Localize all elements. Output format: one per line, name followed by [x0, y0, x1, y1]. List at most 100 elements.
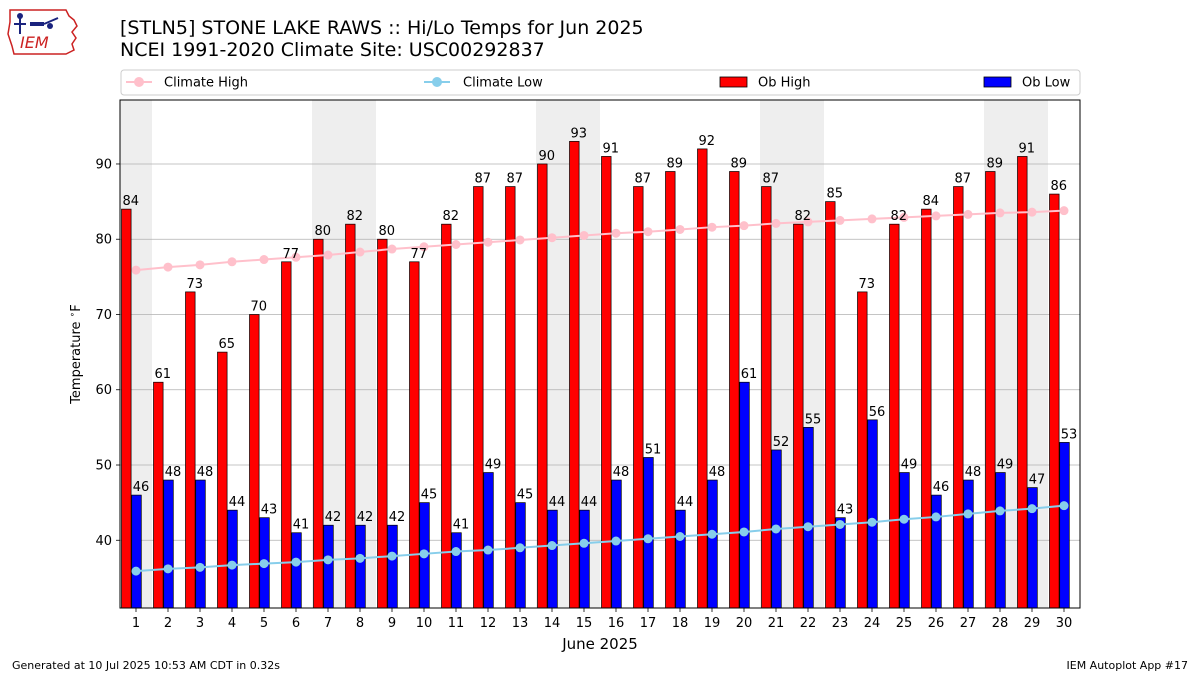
- climate-low-point-day-22: [803, 522, 813, 532]
- climate-low-point-day-21: [771, 524, 781, 534]
- ob-high-label-day-4: 65: [219, 337, 236, 352]
- climate-high-point-day-9: [387, 244, 397, 254]
- ob-low-bar-day-28: [995, 472, 1006, 609]
- climate-high-point-day-27: [963, 209, 973, 219]
- x-tick-label-6: 6: [292, 616, 300, 631]
- ob-low-label-day-7: 42: [325, 510, 342, 525]
- x-tick-label-10: 10: [416, 616, 433, 631]
- ob-low-bar-day-25: [899, 472, 910, 609]
- y-axis-label-degree: ∘: [68, 312, 78, 318]
- x-tick-label-14: 14: [544, 616, 561, 631]
- climate-low-point-day-4: [227, 560, 237, 570]
- climate-high-point-day-13: [515, 235, 525, 245]
- climate-low-point-day-24: [867, 517, 877, 527]
- x-tick-label-17: 17: [640, 616, 657, 631]
- y-axis-label: Temperature ∘F: [68, 304, 84, 405]
- chart-subtitle: NCEI 1991-2020 Climate Site: USC00292837: [120, 39, 545, 61]
- legend-label-ob-low: Ob Low: [1022, 76, 1071, 91]
- ob-high-bar-day-3: [185, 291, 196, 609]
- climate-high-point-day-22: [803, 217, 813, 227]
- ob-high-label-day-10: 77: [411, 247, 428, 262]
- climate-low-point-day-12: [483, 545, 493, 555]
- ob-high-bar-day-30: [1049, 193, 1060, 609]
- climate-high-point-day-19: [707, 222, 717, 232]
- ob-low-bar-day-7: [323, 524, 334, 609]
- x-axis-ticks: 1 2 3 4 5 6 7 8 9 10 11 12 13 14 15 16 17 18 19 20 21 22 23 24 2…: [132, 608, 1072, 631]
- y-axis-ticks: 40 50 60 70 80 90: [95, 157, 120, 549]
- legend-label-climate-high: Climate High: [164, 76, 248, 91]
- climate-low-point-day-8: [355, 553, 365, 563]
- ob-high-label-day-23: 85: [827, 187, 844, 202]
- ob-low-bar-day-6: [291, 532, 302, 609]
- legend-label-climate-low: Climate Low: [463, 76, 543, 91]
- ob-high-bar-day-13: [505, 186, 516, 609]
- legend-item-ob-high: Ob High: [719, 76, 811, 91]
- ob-high-label-day-21: 87: [763, 172, 780, 187]
- ob-low-label-day-21: 52: [773, 435, 790, 450]
- ob-high-bar-day-18: [665, 171, 676, 609]
- climate-low-point-day-14: [547, 541, 557, 551]
- climate-low-point-day-3: [195, 562, 205, 572]
- bars: [121, 141, 1070, 609]
- ob-high-label-day-17: 87: [635, 172, 652, 187]
- y-tick-label-70: 70: [95, 308, 112, 323]
- ob-high-label-day-2: 61: [155, 367, 172, 382]
- ob-high-label-day-3: 73: [187, 277, 204, 292]
- legend-marker-climate-low: [432, 77, 442, 87]
- ob-high-label-day-20: 89: [731, 156, 748, 171]
- ob-low-label-day-13: 45: [517, 488, 534, 503]
- climate-low-point-day-26: [931, 512, 941, 522]
- ob-high-bar-day-17: [633, 186, 644, 609]
- ob-high-bar-day-20: [729, 171, 740, 609]
- x-tick-label-24: 24: [864, 616, 881, 631]
- climate-high-point-day-14: [547, 233, 557, 243]
- horizontal-gridlines: [120, 163, 1080, 541]
- bar-value-labels: 84 46 61 48 73 48 65 44 70 43 77 41 80 42 82 42 80 42 77 45…: [123, 126, 1078, 532]
- ob-low-bar-day-15: [579, 509, 590, 609]
- x-tick-label-15: 15: [576, 616, 593, 631]
- y-axis-label-text: Temperature: [69, 317, 84, 404]
- ob-low-label-day-2: 48: [165, 465, 182, 480]
- y-tick-label-50: 50: [95, 459, 112, 474]
- ob-high-label-day-18: 89: [667, 156, 684, 171]
- climate-low-point-day-1: [131, 566, 141, 576]
- climate-high-point-day-25: [899, 212, 909, 222]
- climate-low-point-day-17: [643, 534, 653, 544]
- legend-item-ob-low: Ob Low: [983, 76, 1071, 91]
- ob-low-label-day-5: 43: [261, 503, 278, 518]
- climate-high-point-day-21: [771, 218, 781, 228]
- legend-marker-climate-high: [134, 77, 144, 87]
- x-axis-label: June 2025: [561, 635, 638, 653]
- ob-high-label-day-19: 92: [699, 134, 716, 149]
- x-tick-label-21: 21: [768, 616, 785, 631]
- climate-high-point-day-28: [995, 208, 1005, 218]
- climate-high-point-day-12: [483, 237, 493, 247]
- ob-low-bar-day-18: [675, 509, 686, 609]
- ob-high-label-day-7: 80: [315, 224, 332, 239]
- x-tick-label-18: 18: [672, 616, 689, 631]
- climate-high-point-day-2: [163, 262, 173, 272]
- ob-high-bar-day-7: [313, 238, 324, 609]
- x-tick-label-8: 8: [356, 616, 364, 631]
- ob-low-label-day-18: 44: [677, 495, 694, 510]
- climate-high-line: [135, 209, 1065, 272]
- x-tick-label-1: 1: [132, 616, 140, 631]
- climate-low-point-day-15: [579, 538, 589, 548]
- ob-low-label-day-29: 47: [1029, 473, 1046, 488]
- ob-high-bar-day-29: [1017, 156, 1028, 609]
- climate-low-point-day-10: [419, 549, 429, 559]
- ob-low-label-day-1: 46: [133, 480, 150, 495]
- ob-high-bar-day-12: [473, 186, 484, 609]
- climate-high-point-day-24: [867, 214, 877, 224]
- ob-high-bar-day-2: [153, 381, 164, 609]
- ob-high-label-day-30: 86: [1051, 179, 1068, 194]
- ob-high-bar-day-24: [857, 291, 868, 609]
- ob-low-bar-day-20: [739, 381, 750, 609]
- app-credit: IEM Autoplot App #17: [1066, 659, 1189, 672]
- x-tick-label-11: 11: [448, 616, 465, 631]
- ob-low-label-day-11: 41: [453, 518, 470, 533]
- y-tick-label-90: 90: [95, 157, 112, 172]
- y-tick-label-80: 80: [95, 233, 112, 248]
- climate-low-point-day-16: [611, 536, 621, 546]
